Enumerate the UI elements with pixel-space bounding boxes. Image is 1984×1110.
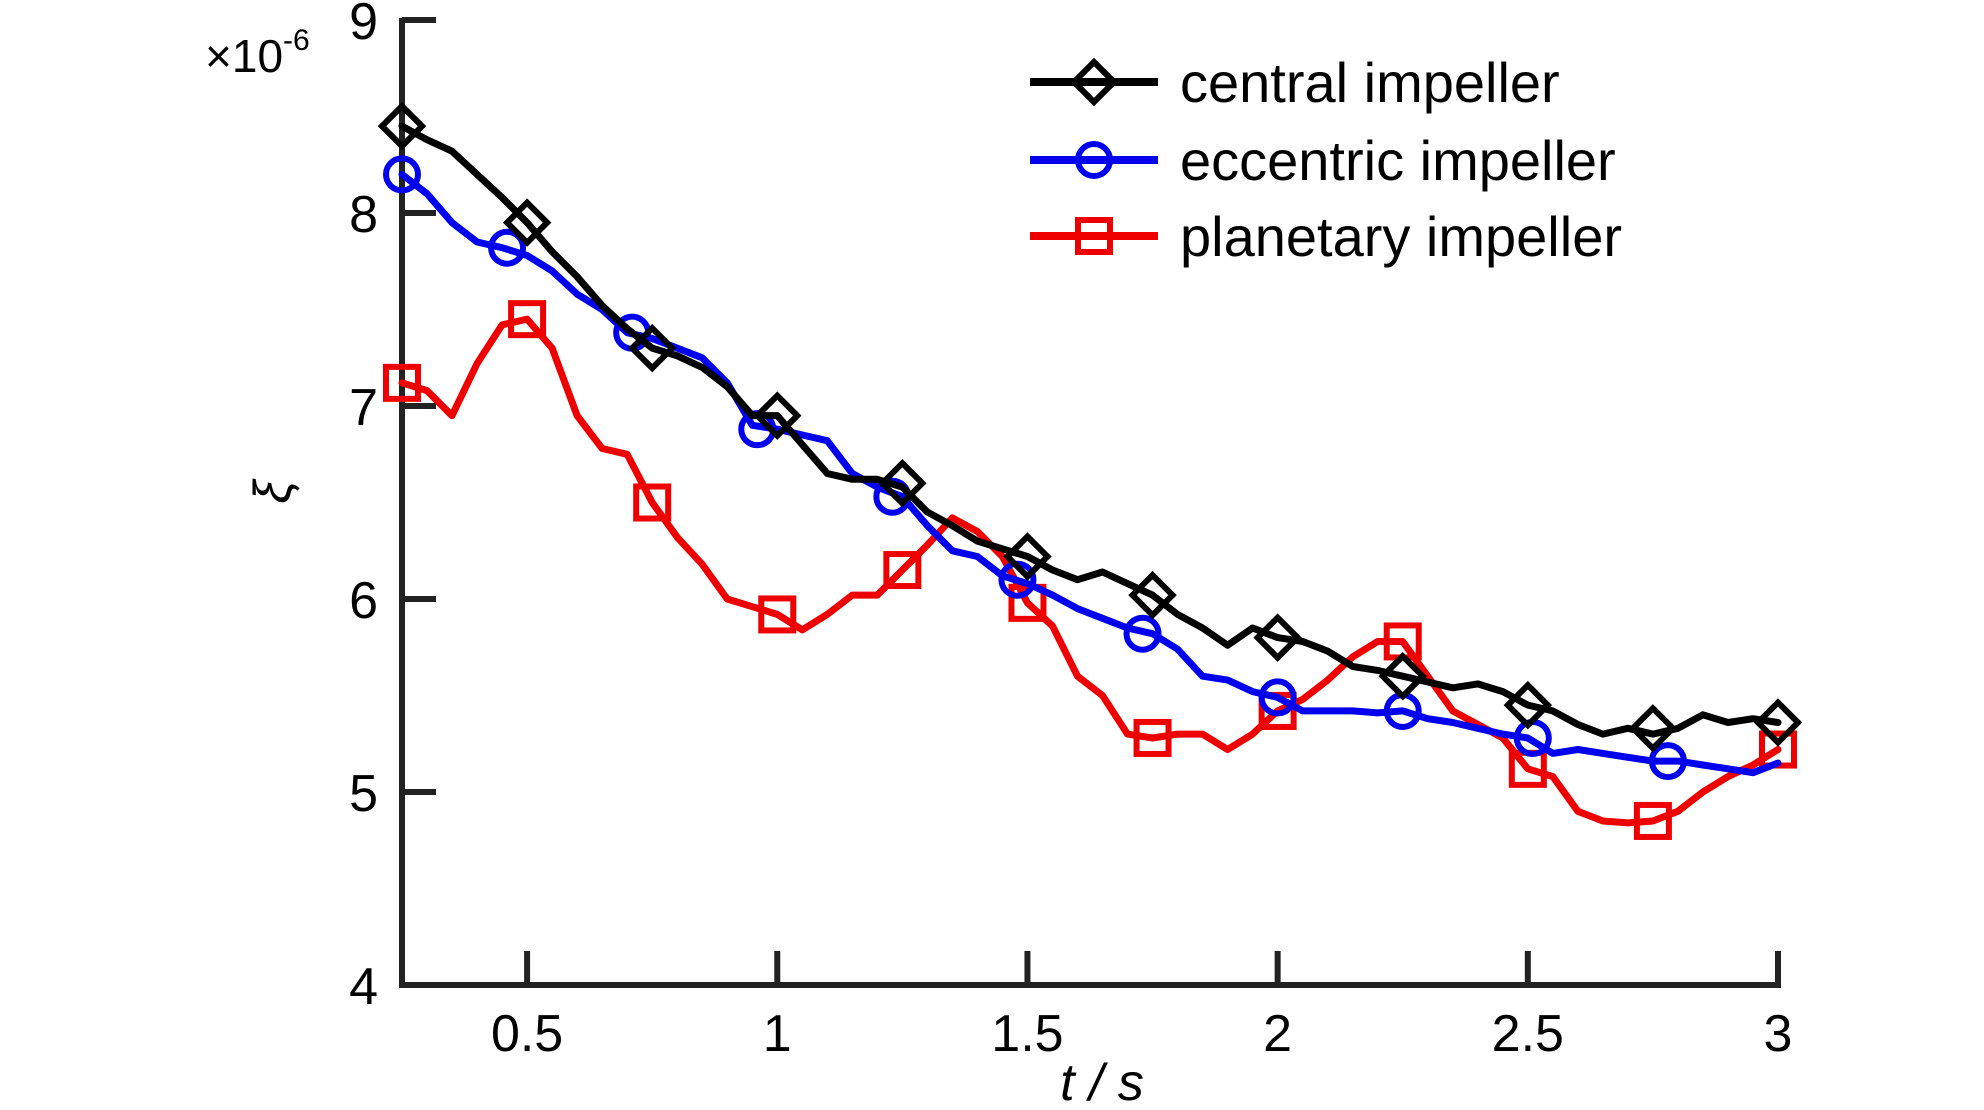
legend-entry-label: central impeller <box>1180 51 1560 114</box>
data-point <box>1133 718 1172 757</box>
x-axis-label: t / s <box>1060 1054 1144 1110</box>
data-point <box>1003 532 1052 581</box>
series-square <box>383 300 1797 840</box>
data-point <box>502 198 552 247</box>
data-point <box>753 391 802 440</box>
y-axis-label: ξ <box>244 478 302 504</box>
x-tick-label: 2.5 <box>1492 1005 1564 1063</box>
data-point <box>1648 742 1687 781</box>
chart-axes: 4 5 6 7 8 9 0.5 1 1.5 2 2.5 3 <box>349 0 1792 1063</box>
data-point <box>377 101 427 151</box>
data-point <box>1258 678 1297 717</box>
y-tick-label: 8 <box>349 186 378 244</box>
data-point <box>1128 570 1177 620</box>
y-tick-label: 4 <box>349 958 378 1016</box>
series-line <box>398 315 1782 827</box>
data-point <box>508 300 547 339</box>
x-tick-label: 1 <box>763 1005 792 1063</box>
data-point <box>883 551 922 590</box>
data-point <box>1503 680 1553 730</box>
legend-entry-label: eccentric impeller <box>1180 129 1616 192</box>
data-point <box>1753 698 1803 747</box>
legend-marker <box>1069 57 1119 107</box>
y-axis-multiplier: ×10-6 <box>205 24 310 82</box>
data-point <box>1628 704 1678 753</box>
data-point <box>878 458 927 508</box>
x-tick-label: 1.5 <box>991 1005 1063 1063</box>
series-line <box>398 122 1782 738</box>
y-tick-label: 7 <box>349 379 378 437</box>
data-point <box>1123 614 1162 653</box>
data-point <box>488 228 527 267</box>
data-point <box>1378 651 1427 701</box>
y-tick-label: 5 <box>349 765 378 823</box>
legend-marker <box>1075 217 1113 255</box>
data-point <box>1253 613 1302 662</box>
data-point <box>1633 801 1672 840</box>
y-multiplier-exponent: -6 <box>283 24 310 57</box>
y-tick-label: 6 <box>349 572 378 630</box>
series-diamond <box>377 101 1803 753</box>
legend-entry-label: planetary impeller <box>1180 205 1622 268</box>
data-point <box>633 483 672 522</box>
data-point <box>627 323 677 373</box>
x-tick-label: 0.5 <box>491 1005 563 1063</box>
legend-marker <box>1075 141 1113 179</box>
x-tick-label: 2 <box>1263 1005 1292 1063</box>
legend: central impeller eccentric impeller planet… <box>1030 51 1622 268</box>
y-tick-label: 9 <box>349 0 378 51</box>
y-multiplier-base: ×10 <box>205 30 283 82</box>
data-point <box>383 155 421 194</box>
x-tick-label: 3 <box>1764 1005 1793 1063</box>
data-point <box>758 595 797 634</box>
data-point <box>383 363 421 402</box>
series-layer <box>377 101 1803 840</box>
